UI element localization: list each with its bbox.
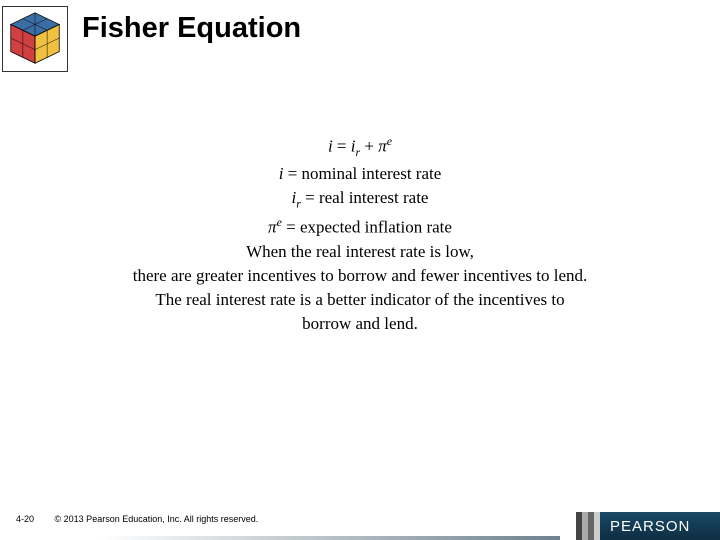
slide-header: Fisher Equation [0,0,720,72]
slide-title: Fisher Equation [82,12,301,45]
body-text-2: there are greater incentives to borrow a… [0,266,720,286]
equation-def-ir: ir = real interest rate [0,188,720,211]
page-number: 4-20 [16,514,34,524]
slide-body: i = ir + πe i = nominal interest rate ir… [0,130,720,338]
equation-def-pie: πe = expected inflation rate [0,215,720,238]
body-text-3: The real interest rate is a better indic… [0,290,720,310]
copyright-text: © 2013 Pearson Education, Inc. All right… [55,514,259,524]
equation-def-i: i = nominal interest rate [0,164,720,184]
equation-main: i = ir + πe [0,134,720,160]
footer-gradient [100,536,560,540]
brand-name: PEARSON [610,518,690,535]
footer-text: 4-20 © 2013 Pearson Education, Inc. All … [16,514,258,524]
body-text-4: borrow and lend. [0,314,720,334]
body-text-1: When the real interest rate is low, [0,242,720,262]
brand-logo: PEARSON [600,512,720,540]
cube-logo-icon [2,6,68,72]
slide-footer: 4-20 © 2013 Pearson Education, Inc. All … [0,506,720,540]
brand-bar: PEARSON [576,512,720,540]
